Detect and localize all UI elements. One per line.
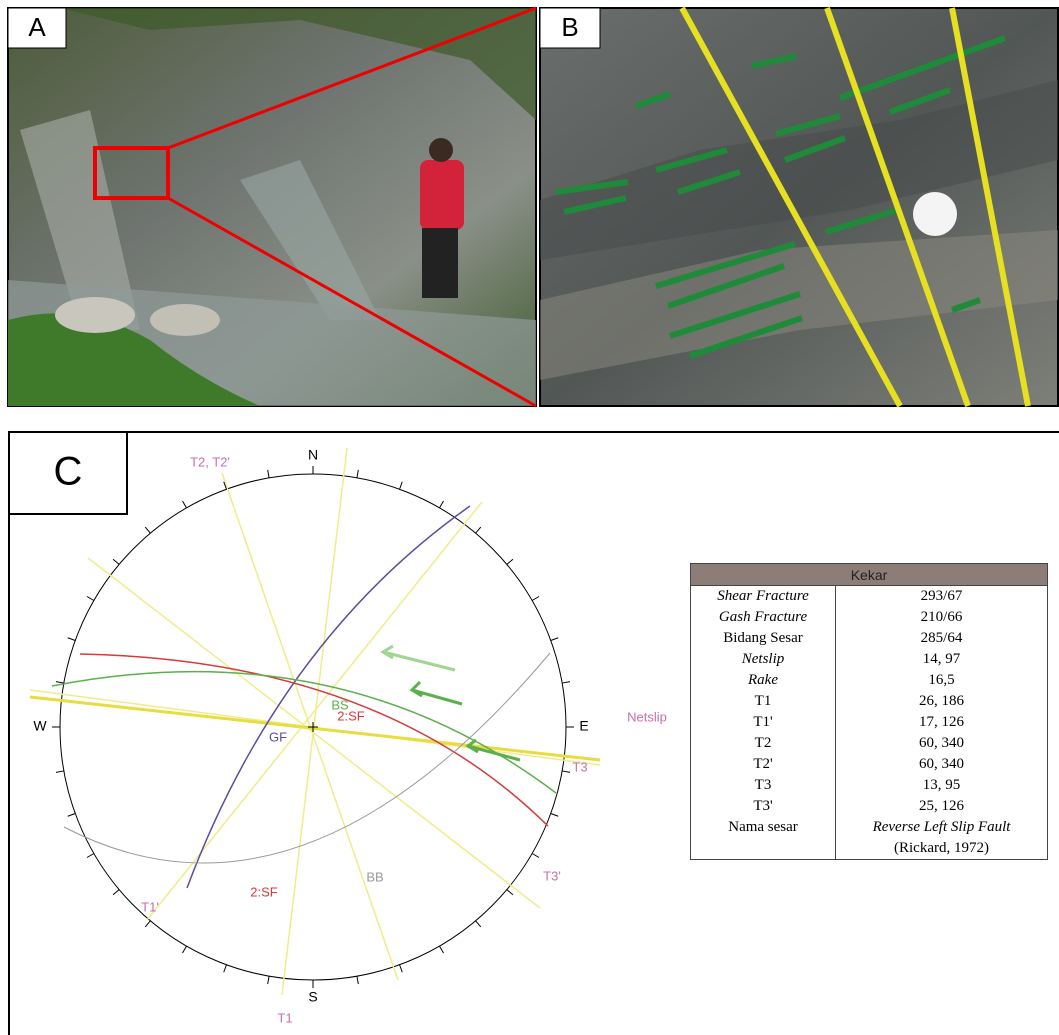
cell: 26, 186 bbox=[836, 691, 1048, 712]
cell: T3 bbox=[691, 775, 836, 796]
perimeter-tick bbox=[68, 814, 76, 817]
perimeter-tick bbox=[440, 946, 444, 953]
perimeter-tick bbox=[224, 965, 227, 973]
perimeter-tick bbox=[400, 965, 403, 973]
cell: T2 bbox=[691, 733, 836, 754]
stereonet-label: T3 bbox=[572, 759, 587, 774]
perimeter-tick bbox=[507, 890, 513, 895]
perimeter-tick bbox=[56, 682, 64, 683]
perimeter-tick bbox=[532, 854, 539, 858]
panel-label: A bbox=[28, 12, 46, 42]
photo-a: A bbox=[8, 8, 536, 406]
perimeter-tick bbox=[87, 597, 94, 601]
perimeter-tick bbox=[476, 527, 481, 533]
perimeter-tick bbox=[532, 597, 539, 601]
north-label: N bbox=[308, 447, 318, 463]
cell: 25, 126 bbox=[836, 796, 1048, 817]
cell: T1 bbox=[691, 691, 836, 712]
cell: Netslip bbox=[691, 649, 836, 670]
stereonet-label: 2:SF bbox=[250, 884, 278, 899]
perimeter-tick bbox=[357, 976, 358, 984]
perimeter-tick bbox=[268, 976, 269, 984]
panel-label: C bbox=[54, 450, 83, 494]
cell: 210/66 bbox=[836, 607, 1048, 628]
west-label: W bbox=[33, 718, 47, 734]
cell: 60, 340 bbox=[836, 733, 1048, 754]
perimeter-tick bbox=[476, 921, 481, 927]
cell: Nama sesar bbox=[691, 817, 836, 838]
cell: 285/64 bbox=[836, 628, 1048, 649]
stereonet-label: Netslip bbox=[627, 709, 667, 724]
perimeter-tick bbox=[562, 771, 570, 772]
page: A B C bbox=[0, 0, 1059, 1035]
perimeter-tick bbox=[183, 501, 187, 508]
cell: Gash Fracture bbox=[691, 607, 836, 628]
stereonet-label: 2:SF bbox=[337, 708, 365, 723]
cell: (Rickard, 1972) bbox=[836, 838, 1048, 860]
perimeter-tick bbox=[507, 559, 513, 564]
table-header: Kekar bbox=[691, 564, 1048, 586]
cell: 17, 126 bbox=[836, 712, 1048, 733]
stereonet: N S E W T2, T2' Netslip T3 T3' T1' T1 GF… bbox=[30, 447, 667, 1026]
cell: 293/67 bbox=[836, 586, 1048, 608]
perimeter-tick bbox=[268, 470, 269, 478]
perimeter-tick bbox=[183, 946, 187, 953]
cell: 13, 95 bbox=[836, 775, 1048, 796]
perimeter-tick bbox=[145, 921, 150, 927]
cell: Shear Fracture bbox=[691, 586, 836, 608]
perimeter-tick bbox=[400, 482, 403, 490]
cell: Reverse Left Slip Fault bbox=[836, 817, 1048, 838]
south-label: S bbox=[308, 989, 317, 1005]
cell: Bidang Sesar bbox=[691, 628, 836, 649]
panel-label: B bbox=[561, 12, 578, 42]
perimeter-tick bbox=[551, 638, 559, 641]
stereonet-label: BB bbox=[366, 869, 383, 884]
perimeter-tick bbox=[113, 890, 119, 895]
stereonet-label: T1' bbox=[141, 899, 159, 914]
perimeter-tick bbox=[87, 854, 94, 858]
perimeter-tick bbox=[357, 470, 358, 478]
perimeter-tick bbox=[145, 527, 150, 533]
stereonet-label: GF bbox=[269, 729, 287, 744]
cell: T3' bbox=[691, 796, 836, 817]
photo-b: B bbox=[540, 8, 1058, 406]
perimeter-tick bbox=[440, 501, 444, 508]
cell: T1' bbox=[691, 712, 836, 733]
cell: 60, 340 bbox=[836, 754, 1048, 775]
figure: A B C bbox=[0, 0, 1059, 1035]
perimeter-tick bbox=[56, 771, 64, 772]
perimeter-tick bbox=[113, 559, 119, 564]
perimeter-tick bbox=[551, 814, 559, 817]
stereonet-label: T1 bbox=[277, 1010, 292, 1025]
cell bbox=[691, 838, 836, 860]
perimeter-tick bbox=[68, 638, 76, 641]
stereonet-label: T2, T2' bbox=[190, 454, 230, 469]
east-label: E bbox=[579, 718, 588, 734]
cell: T2' bbox=[691, 754, 836, 775]
cell: 14, 97 bbox=[836, 649, 1048, 670]
stereonet-label: T3' bbox=[543, 868, 561, 883]
perimeter-tick bbox=[562, 682, 570, 683]
cell: 16,5 bbox=[836, 670, 1048, 691]
cell: Rake bbox=[691, 670, 836, 691]
